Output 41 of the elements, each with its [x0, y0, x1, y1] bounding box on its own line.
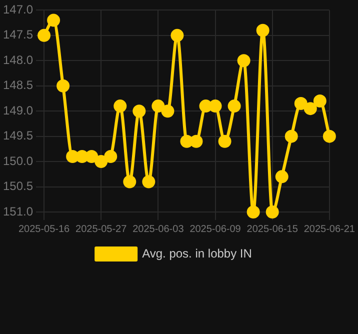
x-tick-label: 2025-05-16	[18, 224, 70, 235]
point	[152, 100, 165, 113]
point	[294, 97, 308, 110]
point	[170, 28, 184, 42]
y-tick-label: 150.5	[3, 179, 34, 194]
point	[190, 134, 203, 148]
point	[275, 170, 288, 184]
x-tick-label: 2025-06-09	[190, 224, 242, 235]
point	[322, 130, 336, 143]
point	[161, 104, 174, 118]
point	[104, 150, 118, 164]
point	[123, 175, 136, 188]
y-tick-label: 151.0	[3, 204, 34, 218]
point	[132, 104, 146, 118]
point	[313, 94, 326, 108]
y-tick-label: 147.5	[3, 28, 34, 42]
point	[246, 206, 260, 218]
legend-label: Avg. pos. in lobby IN	[142, 246, 252, 260]
y-tick-label: 149.0	[3, 103, 34, 118]
x-tick-label: 2025-06-03	[132, 224, 184, 235]
point	[218, 134, 232, 148]
y-tick-label: 150.0	[3, 154, 34, 168]
point	[284, 130, 298, 143]
y-tick-label: 147.0	[3, 2, 34, 17]
point	[304, 102, 317, 116]
y-tick-label: 148.5	[3, 78, 34, 92]
x-tick-label: 2025-06-21	[304, 224, 356, 235]
x-tick-label: 2025-06-15	[246, 224, 298, 235]
point	[114, 100, 127, 113]
point	[85, 150, 98, 164]
x-tick-label: 2025-05-27	[76, 224, 128, 235]
point	[142, 175, 156, 188]
point	[237, 54, 250, 68]
point	[94, 155, 108, 168]
point	[208, 100, 222, 113]
y-tick-label: 149.5	[3, 128, 34, 143]
point	[47, 14, 60, 27]
point	[228, 100, 241, 113]
point	[256, 24, 270, 37]
y-tick-label: 148.0	[3, 52, 34, 67]
point	[56, 79, 70, 92]
